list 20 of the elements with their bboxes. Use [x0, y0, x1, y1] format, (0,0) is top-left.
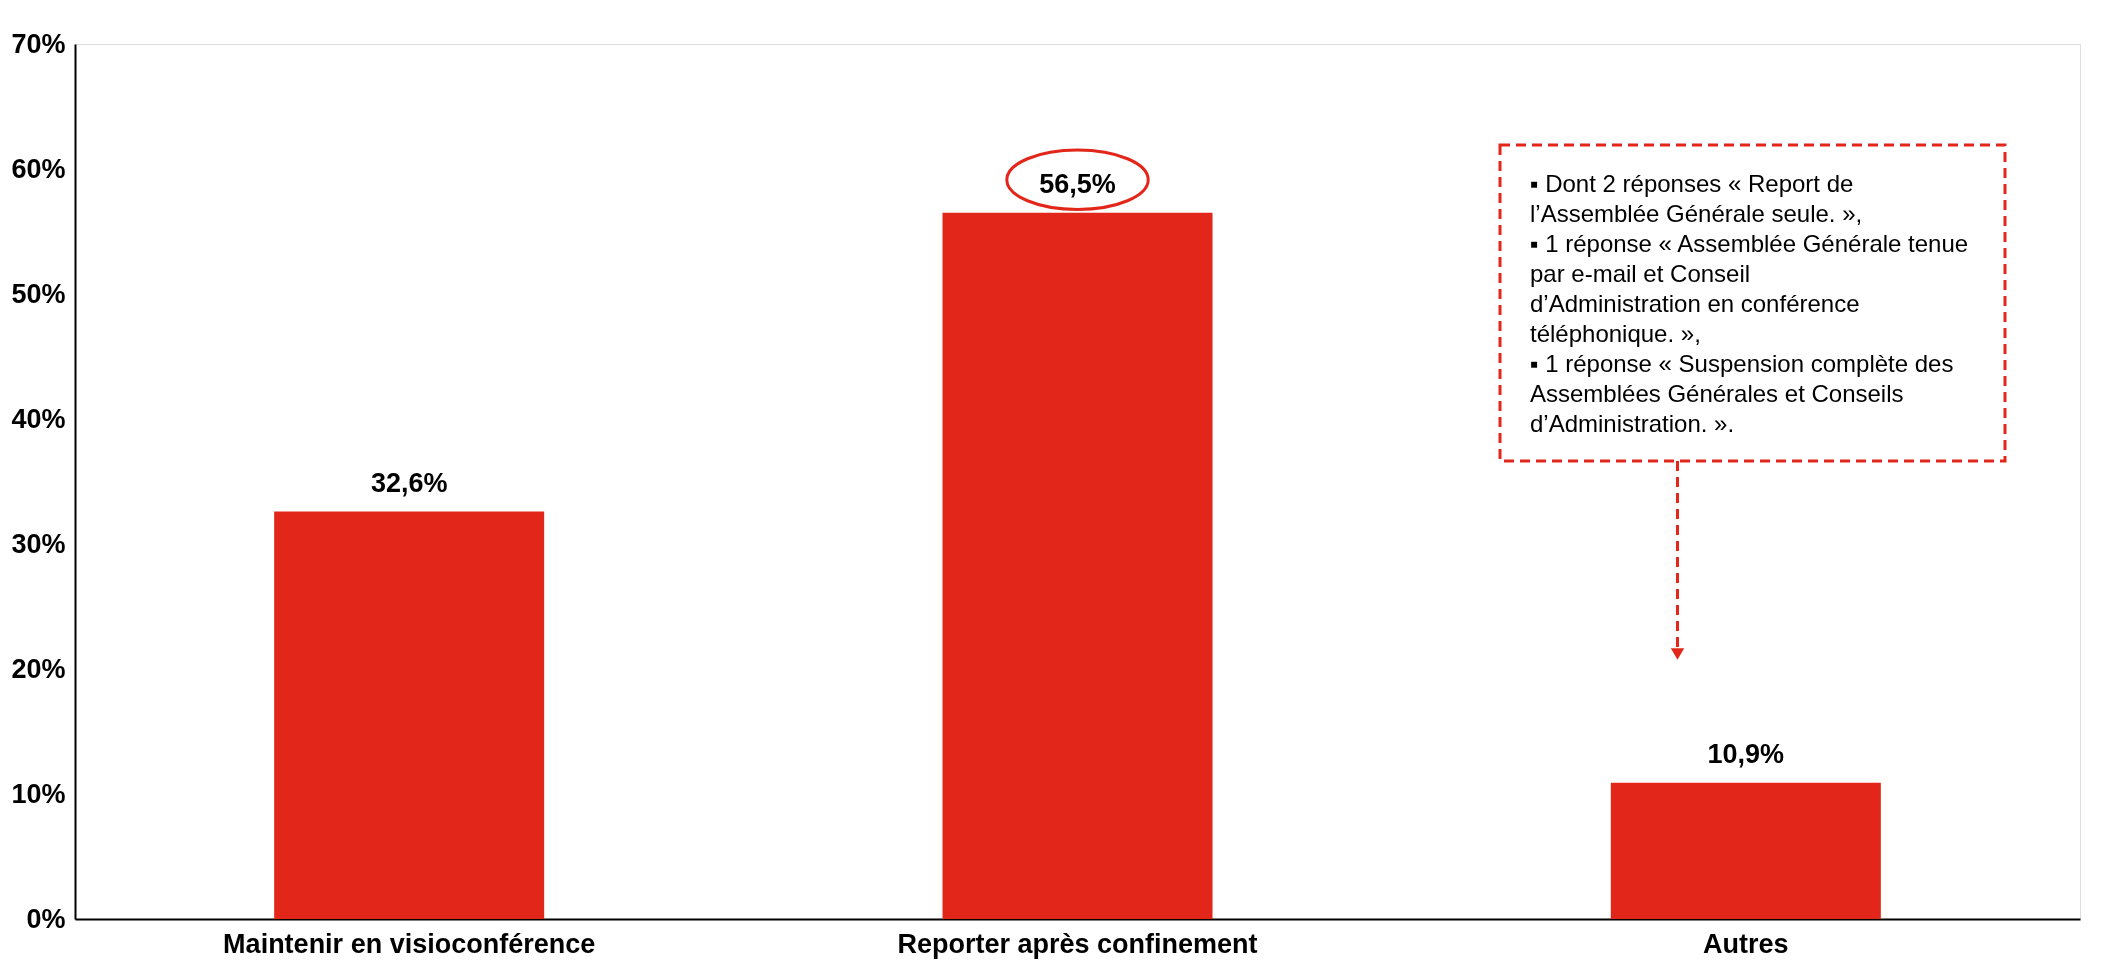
data-label: 32,6% — [370, 467, 448, 498]
y-tick-label: 70% — [11, 28, 66, 59]
y-tick-label: 0% — [26, 903, 66, 934]
x-tick-label: Maintenir en visioconférence — [223, 928, 596, 959]
annotation: ▪ Dont 2 réponses « Report de l’Assemblée Générale seule. », — [1530, 170, 1863, 227]
bar — [274, 511, 545, 919]
y-tick-label: 40% — [11, 403, 66, 434]
y-tick-label: 30% — [11, 528, 66, 559]
x-tick-label: Reporter après confinement — [897, 928, 1258, 959]
bar — [942, 212, 1213, 919]
annotation: ▪ 1 réponse « Assemblée Générale tenue par e-mail et Conseil d’Administration en conférence téléphonique. », — [1530, 230, 1969, 347]
annotation: ▪ 1 réponse « Suspension complète des Assemblées Générales et Conseils d’Administration. ». — [1530, 350, 1954, 437]
bar — [1610, 782, 1881, 919]
y-tick-label: 50% — [11, 278, 66, 309]
y-tick-label: 60% — [11, 153, 66, 184]
y-tick-label: 10% — [11, 778, 66, 809]
data-label: 56,5% — [1039, 168, 1116, 199]
data-label: 10,9% — [1707, 738, 1785, 769]
y-tick-label: 20% — [11, 653, 66, 684]
x-tick-label: Autres — [1703, 928, 1789, 959]
